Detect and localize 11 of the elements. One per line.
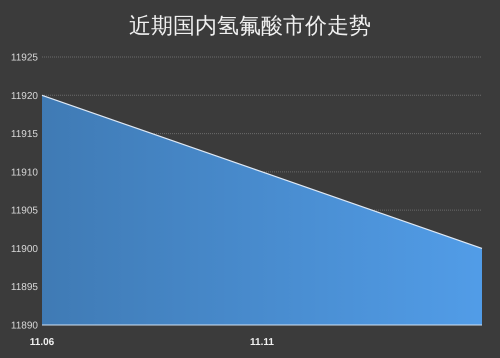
y-tick-label: 11925 xyxy=(10,52,38,64)
x-tick-label: 11.06 xyxy=(30,337,55,348)
x-tick-label: 11.11 xyxy=(250,337,274,348)
y-tick-label: 11890 xyxy=(10,320,38,332)
y-tick-label: 11915 xyxy=(10,129,38,140)
chart-title: 近期国内氢氟酸市价走势 xyxy=(129,13,371,38)
y-tick-label: 11895 xyxy=(10,282,38,294)
y-tick-label: 11905 xyxy=(10,206,38,217)
y-tick-label: 11910 xyxy=(10,167,38,178)
y-tick-label: 11920 xyxy=(10,90,38,102)
y-tick-label: 11900 xyxy=(10,244,38,255)
